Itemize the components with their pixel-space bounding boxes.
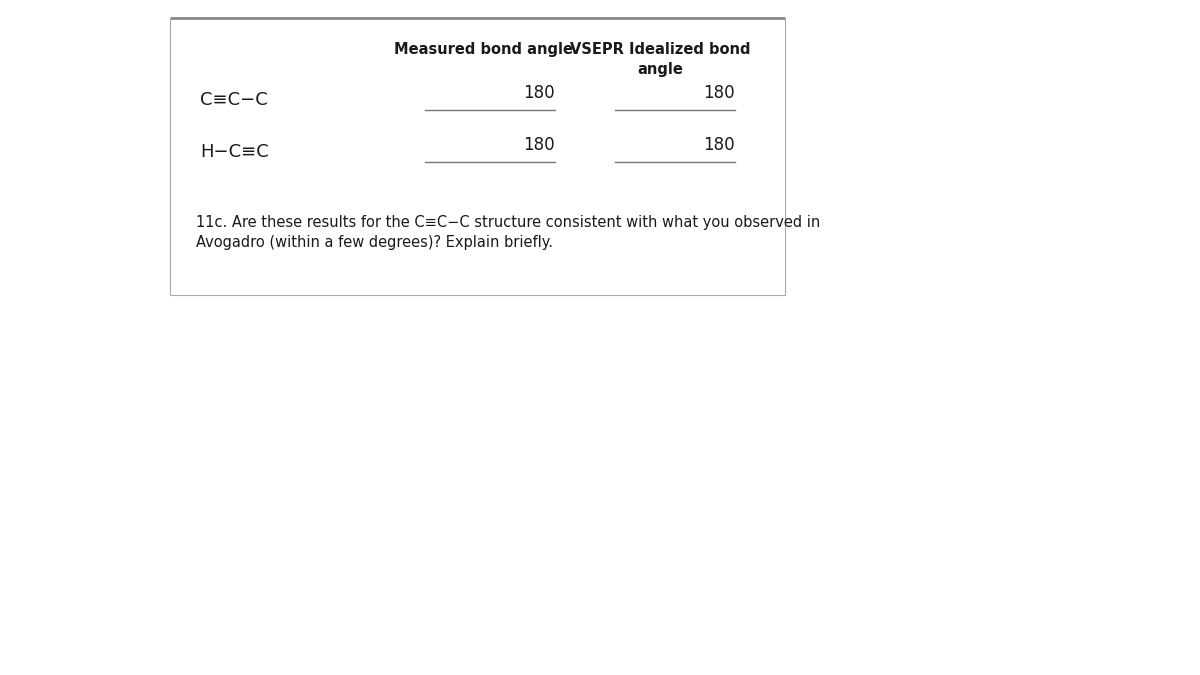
Text: 180: 180 <box>703 136 734 154</box>
Text: 180: 180 <box>703 84 734 102</box>
Text: Avogadro (within a few degrees)? Explain briefly.: Avogadro (within a few degrees)? Explain… <box>196 235 553 250</box>
Text: 180: 180 <box>523 136 554 154</box>
Text: VSEPR Idealized bond
angle: VSEPR Idealized bond angle <box>570 42 750 77</box>
Text: 180: 180 <box>523 84 554 102</box>
Text: C≡C−C: C≡C−C <box>200 91 268 109</box>
Text: Measured bond angle: Measured bond angle <box>394 42 572 57</box>
Text: H−C≡C: H−C≡C <box>200 143 269 161</box>
Text: 11c. Are these results for the C≡C−C structure consistent with what you observed: 11c. Are these results for the C≡C−C str… <box>196 215 821 230</box>
